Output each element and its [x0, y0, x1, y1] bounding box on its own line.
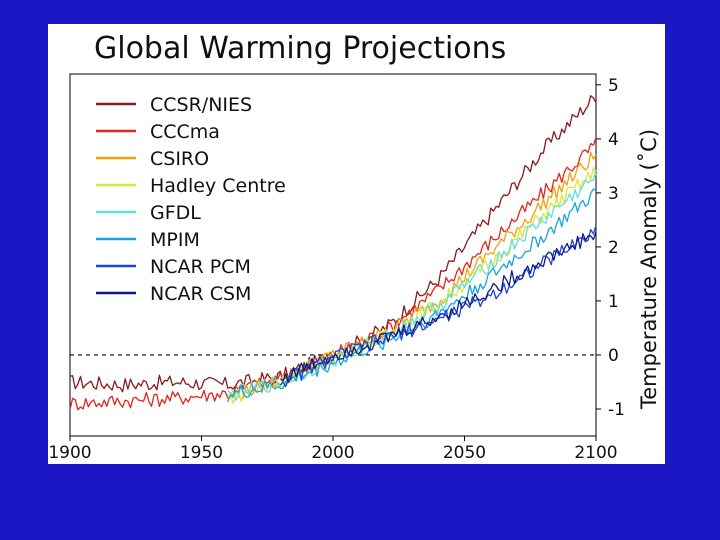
series-line-cccma [69, 137, 597, 411]
x-tick-label: 2050 [443, 443, 486, 463]
y-tick-label: -1 [608, 400, 625, 420]
y-tick-label: 0 [608, 346, 619, 366]
y-tick-label: 3 [608, 184, 619, 204]
series-lines [69, 95, 597, 411]
y-tick-label: 2 [608, 238, 619, 258]
plot-frame [69, 73, 597, 437]
legend-label: NCAR CSM [150, 283, 251, 305]
chart-canvas: Global Warming Projections 1900 1950 2000 2… [48, 31, 661, 463]
legend-label: MPIM [150, 229, 200, 251]
legend-label: CSIRO [150, 148, 209, 170]
legend: CCSR/NIES CCCma CSIRO Hadley Centre GFDL MPIM… [96, 94, 286, 305]
legend-label: GFDL [150, 202, 201, 224]
x-tick-label: 1900 [48, 443, 91, 463]
series-line-ncar-csm [279, 231, 597, 384]
legend-label: Hadley Centre [150, 175, 286, 197]
x-tick-label: 2100 [574, 443, 617, 463]
x-axis: 1900 1950 2000 2050 2100 [48, 436, 618, 463]
y-tick-label: 1 [608, 292, 619, 312]
series-line-gfdl [227, 169, 597, 401]
x-tick-label: 1950 [180, 443, 223, 463]
legend-label: NCAR PCM [150, 256, 251, 278]
plot-border [69, 73, 597, 437]
y-tick-label: 5 [608, 76, 619, 96]
chart-title: Global Warming Projections [94, 31, 506, 66]
legend-label: CCSR/NIES [150, 94, 252, 116]
series-line-mpim [227, 188, 597, 403]
y-axis: -1 0 1 2 3 4 5 [596, 76, 625, 420]
y-axis-label: Temperature Anomaly (˚C) [637, 129, 661, 410]
y-tick-label: 4 [608, 130, 619, 150]
x-tick-label: 2000 [311, 443, 354, 463]
chart-figure: Global Warming Projections 1900 1950 2000 2… [48, 24, 665, 464]
series-line-hadley-centre [227, 166, 597, 404]
legend-label: CCCma [150, 121, 220, 143]
